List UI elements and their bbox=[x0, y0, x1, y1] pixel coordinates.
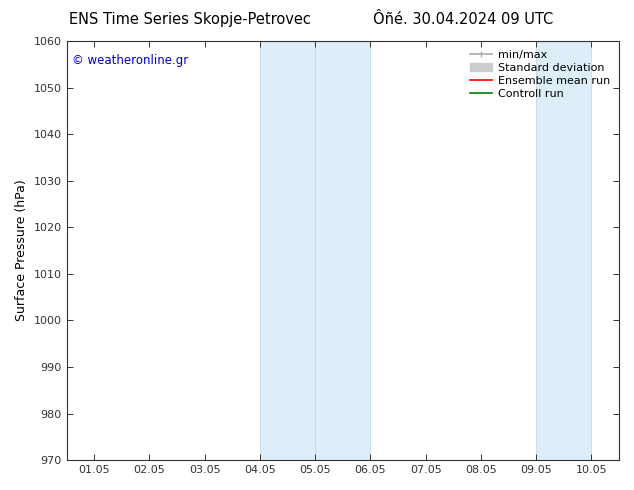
Bar bbox=[315, 41, 370, 460]
Legend: min/max, Standard deviation, Ensemble mean run, Controll run: min/max, Standard deviation, Ensemble me… bbox=[467, 47, 614, 102]
Bar bbox=[536, 41, 592, 460]
Y-axis label: Surface Pressure (hPa): Surface Pressure (hPa) bbox=[15, 180, 28, 321]
Bar bbox=[260, 41, 315, 460]
Text: © weatheronline.gr: © weatheronline.gr bbox=[72, 53, 188, 67]
Text: ENS Time Series Skopje-Petrovec: ENS Time Series Skopje-Petrovec bbox=[69, 12, 311, 27]
Text: Ôñé. 30.04.2024 09 UTC: Ôñé. 30.04.2024 09 UTC bbox=[373, 12, 553, 27]
